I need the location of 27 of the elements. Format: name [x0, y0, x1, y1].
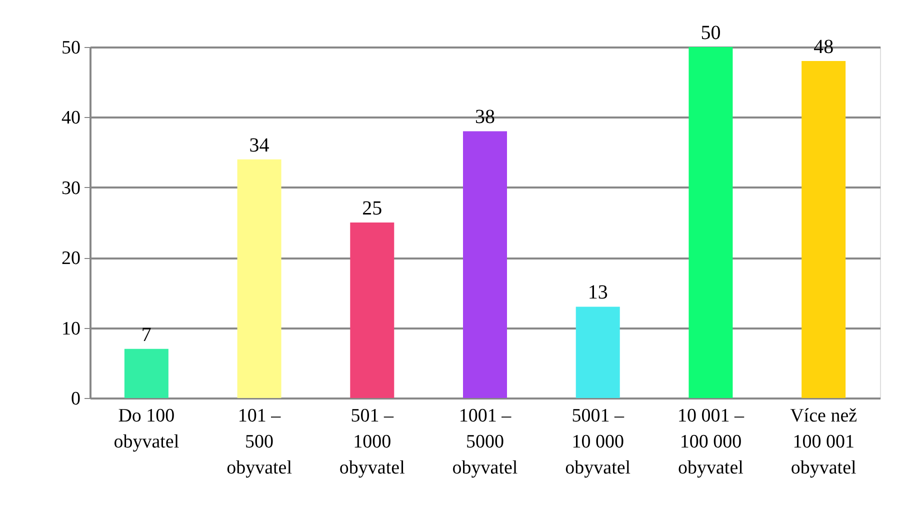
- bar: [688, 47, 733, 398]
- x-tick-label: Více než 100 001 obyvatel: [790, 406, 858, 478]
- y-tick-label: 0: [71, 388, 80, 410]
- y-tick-label: 20: [62, 248, 80, 270]
- bar: [124, 348, 168, 398]
- y-tick-label: 40: [62, 108, 80, 129]
- x-tick-label: Do 100 obyvatel: [114, 406, 180, 452]
- bar: [237, 159, 282, 398]
- data-label: 48: [814, 36, 834, 58]
- data-label: 34: [249, 134, 270, 156]
- data-label: 25: [362, 198, 382, 220]
- y-tick-label: 10: [62, 318, 80, 340]
- x-tick-label: 501 – 1000 obyvatel: [339, 406, 405, 478]
- x-tick-label: 101 – 500 obyvatel: [226, 406, 292, 478]
- y-tick-label: 50: [62, 38, 80, 58]
- x-tick-label: 10 001 – 100 000 obyvatel: [677, 406, 744, 478]
- x-tick-label: 1001 – 5000 obyvatel: [452, 406, 518, 478]
- data-label: 7: [141, 324, 152, 346]
- bar: [802, 61, 846, 398]
- bar: [463, 131, 507, 398]
- x-tick-label: 5001 – 10 000 obyvatel: [565, 406, 631, 478]
- data-label: 13: [588, 282, 608, 304]
- bar: [576, 306, 620, 398]
- data-label: 50: [700, 22, 721, 44]
- data-label: 38: [475, 106, 495, 128]
- y-tick-label: 30: [62, 178, 80, 199]
- bar: [350, 222, 394, 398]
